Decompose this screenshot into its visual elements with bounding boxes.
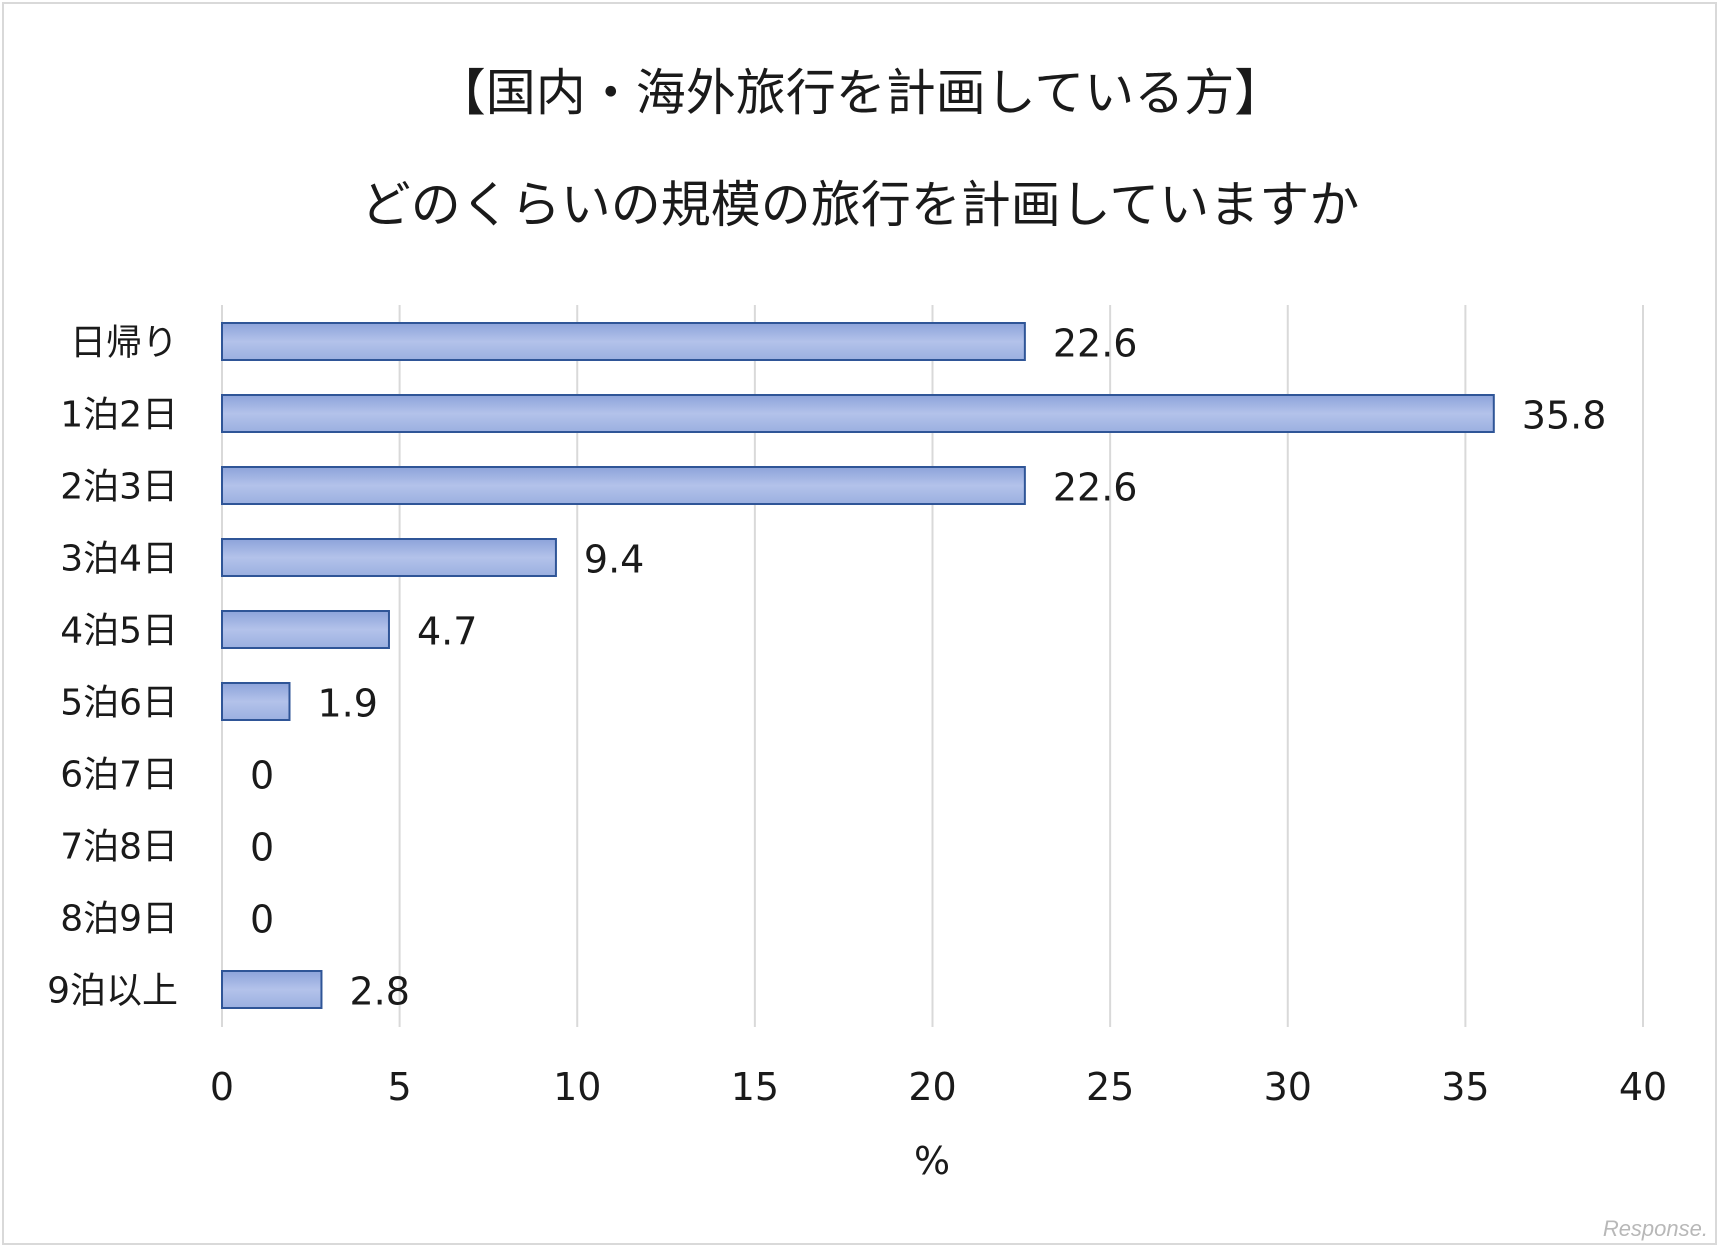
- x-tick-label: 0: [210, 1065, 234, 1109]
- x-tick-label: 10: [553, 1065, 601, 1109]
- x-tick-label: 40: [1619, 1065, 1667, 1109]
- x-tick-label: 20: [908, 1065, 956, 1109]
- data-label: 0: [250, 754, 274, 798]
- x-axis-title: %: [914, 1139, 950, 1183]
- category-label: 8泊9日: [60, 899, 178, 940]
- data-labels: 22.6 35.8 22.6 9.4 4.7 1.9 0 0 0 2.8: [250, 322, 1606, 1014]
- bar: [221, 466, 1026, 505]
- x-tick-label: 30: [1264, 1065, 1312, 1109]
- category-label: 2泊3日: [60, 467, 178, 508]
- category-label: 7泊8日: [60, 827, 178, 868]
- category-label: 4泊5日: [60, 611, 178, 652]
- data-label: 35.8: [1522, 394, 1607, 438]
- data-label: 4.7: [417, 610, 477, 654]
- bar: [221, 610, 390, 649]
- category-labels: 日帰り 1泊2日 2泊3日 3泊4日 4泊5日 5泊6日 6泊7日 7泊8日 8泊9日 9泊以上: [47, 323, 178, 1012]
- category-label: 日帰り: [70, 323, 178, 364]
- x-tick-labels: 0 5 10 15 20 25 30 35 40: [210, 1065, 1667, 1109]
- x-tick-label: 5: [388, 1065, 412, 1109]
- category-label: 9泊以上: [47, 971, 178, 1012]
- watermark-logo: Response.: [1603, 1216, 1708, 1241]
- category-label: 6泊7日: [60, 755, 178, 796]
- category-label: 1泊2日: [60, 395, 178, 436]
- x-tick-label: 25: [1086, 1065, 1134, 1109]
- chart-subtitle: どのくらいの規模の旅行を計画していますか: [361, 176, 1360, 234]
- category-label: 5泊6日: [60, 683, 178, 724]
- data-label: 0: [250, 826, 274, 870]
- data-label: 0: [250, 898, 274, 942]
- x-tick-label: 35: [1441, 1065, 1489, 1109]
- bar: [221, 394, 1495, 433]
- x-tick-label: 15: [731, 1065, 779, 1109]
- data-label: 2.8: [349, 970, 409, 1014]
- bar: [221, 538, 557, 577]
- bar-series: [221, 322, 1495, 1009]
- data-label: 22.6: [1053, 466, 1138, 510]
- bar: [221, 970, 323, 1009]
- data-label: 9.4: [584, 538, 644, 582]
- bar: [221, 682, 291, 721]
- data-label: 1.9: [317, 682, 377, 726]
- chart-title: 【国内・海外旅行を計画している方】: [436, 64, 1285, 122]
- category-label: 3泊4日: [60, 539, 178, 580]
- bar: [221, 322, 1026, 361]
- data-label: 22.6: [1053, 322, 1138, 366]
